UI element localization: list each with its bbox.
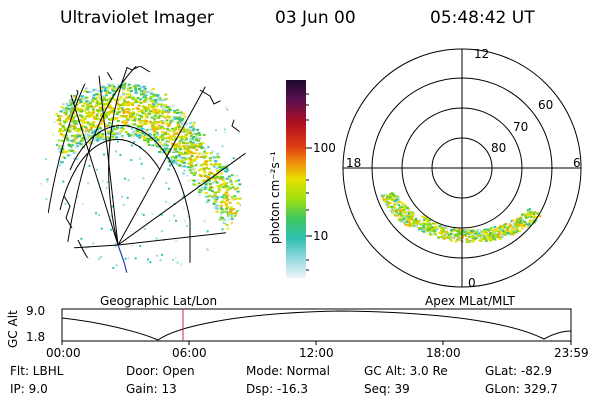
timeline-xtick-1200: 12:00 (299, 346, 334, 360)
lat-label-80: 80 (491, 141, 507, 155)
timeline-xtick-2359: 23:59 (554, 346, 589, 360)
altitude-curve (61, 310, 572, 341)
info-seq: Seq: 39 (364, 382, 410, 396)
lat-label-60: 60 (538, 98, 554, 112)
colorbar-tick-100: 100 (313, 141, 336, 155)
colorbar-tick-10: 10 (313, 229, 329, 243)
timeline-ylabel: GC Alt (6, 310, 20, 348)
left-aurora-emission (40, 82, 243, 272)
info-gc-alt: GC Alt: 3.0 Re (364, 364, 448, 378)
info-ip: IP: 9.0 (10, 382, 48, 396)
mlt-label-12: 12 (474, 47, 490, 61)
lat-label-70: 70 (513, 120, 529, 134)
timeline-frame (61, 308, 572, 342)
info-filter: Flt: LBHL (10, 364, 64, 378)
geo-map-label: Geographic Lat/Lon (100, 294, 218, 308)
mlt-label-6: 6 (573, 156, 581, 170)
timeline-ticks (61, 341, 572, 345)
pole-track (117, 244, 131, 274)
mlt-label-18: 18 (346, 156, 362, 170)
timeline-ytick-bottom: 1.8 (26, 330, 46, 344)
polar-plot (342, 48, 582, 288)
date-label: 03 Jun 00 (275, 8, 356, 28)
timeline-ytick-top: 9.0 (26, 304, 46, 318)
info-glon: GLon: 329.7 (485, 382, 558, 396)
info-mode: Mode: Normal (246, 364, 330, 378)
instrument-title: Ultraviolet Imager (60, 8, 214, 28)
colorbar (286, 80, 306, 278)
info-dsp: Dsp: -16.3 (246, 382, 309, 396)
timeline-xtick-0000: 00:00 (46, 346, 81, 360)
time-label: 05:48:42 UT (430, 8, 535, 28)
colorbar-ticks (306, 93, 312, 271)
info-gain: Gain: 13 (126, 382, 177, 396)
mlt-label-0: 0 (468, 276, 476, 290)
colorbar-unit-label: photon cm⁻²s⁻¹ (268, 151, 282, 244)
apex-map-label: Apex MLat/MLT (425, 294, 515, 308)
geographic-map (39, 66, 247, 274)
right-aurora-emission (380, 191, 542, 244)
info-door: Door: Open (126, 364, 195, 378)
info-glat: GLat: -82.9 (485, 364, 552, 378)
timeline-plot (61, 308, 572, 345)
timeline-xtick-0600: 06:00 (172, 346, 207, 360)
timeline-xtick-1800: 18:00 (426, 346, 461, 360)
